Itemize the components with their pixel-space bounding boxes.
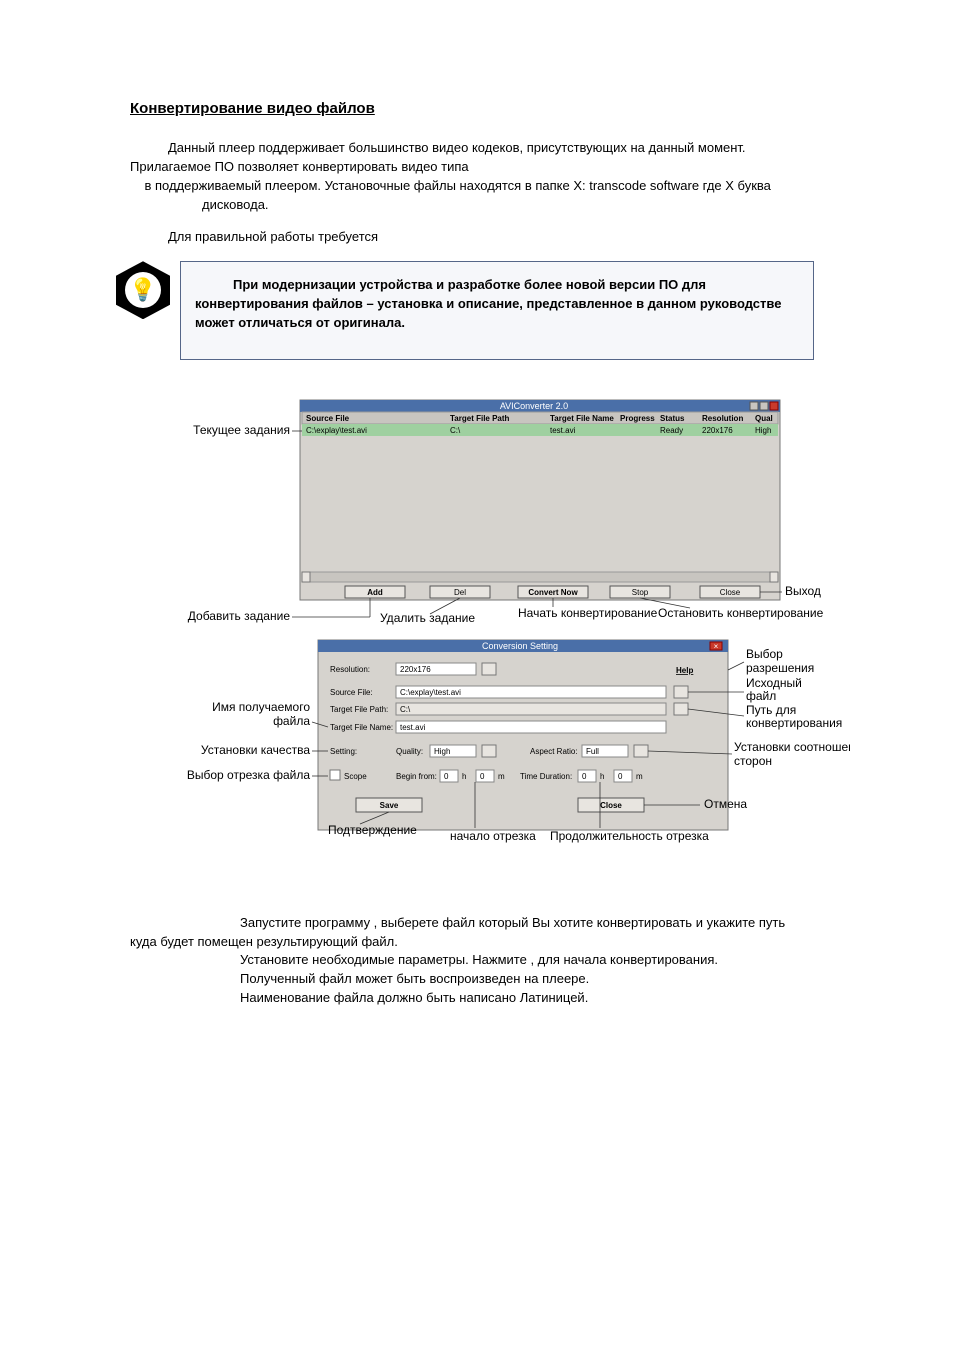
svg-text:Conversion Setting: Conversion Setting <box>482 641 558 651</box>
svg-text:C:\: C:\ <box>450 426 461 435</box>
p1-line1: Данный плеер поддерживает большинство ви… <box>130 139 814 177</box>
label-duration: Продолжительность отрезка <box>550 829 709 843</box>
begin-m-input[interactable] <box>476 770 494 782</box>
svg-text:Status: Status <box>660 414 685 423</box>
page-title: Конвертирование видео файлов <box>130 100 814 117</box>
label-aspect: Установки соотношения <box>734 740 850 754</box>
svg-text:Scope: Scope <box>344 772 367 781</box>
begin-h-input[interactable] <box>440 770 458 782</box>
svg-text:0: 0 <box>618 772 623 781</box>
label-exit: Выход <box>785 584 821 598</box>
svg-text:Qual: Qual <box>755 414 773 423</box>
svg-text:Del: Del <box>454 588 466 597</box>
label-name: Имя получаемого <box>212 700 310 714</box>
svg-text:Setting:: Setting: <box>330 747 357 756</box>
svg-text:Close: Close <box>720 588 741 597</box>
svg-text:Target File Name:: Target File Name: <box>330 723 393 732</box>
close-setting-button[interactable]: Close <box>578 798 644 812</box>
svg-text:Convert Now: Convert Now <box>528 588 578 597</box>
svg-text:C:\explay\test.avi: C:\explay\test.avi <box>400 688 461 697</box>
svg-text:Time Duration:: Time Duration: <box>520 772 572 781</box>
label-target: Путь для <box>746 703 796 717</box>
paragraph-3: Запустите программу , выберете файл кото… <box>130 914 814 1008</box>
stop-button[interactable]: Stop <box>610 586 670 598</box>
svg-text:test.avi: test.avi <box>400 723 426 732</box>
dur-m-input[interactable] <box>614 770 632 782</box>
svg-text:Source File: Source File <box>306 414 350 423</box>
svg-text:Close: Close <box>600 801 622 810</box>
svg-text:Target File Name: Target File Name <box>550 414 614 423</box>
label-scope: Выбор отрезка файла <box>187 768 310 782</box>
warning-icon: 💡 <box>116 261 170 319</box>
target-path-input[interactable] <box>396 703 666 715</box>
svg-text:Full: Full <box>586 747 599 756</box>
label-resolution: Выбор <box>746 647 783 661</box>
svg-text:test.avi: test.avi <box>550 426 576 435</box>
svg-text:Source File:: Source File: <box>330 688 373 697</box>
label-cancel: Отмена <box>704 797 747 811</box>
info-callout: 💡 При модернизации устройства и разработ… <box>116 261 814 360</box>
svg-text:Save: Save <box>380 801 399 810</box>
svg-text:AVIConverter 2.0: AVIConverter 2.0 <box>500 401 568 411</box>
dur-h-input[interactable] <box>578 770 596 782</box>
svg-text:220x176: 220x176 <box>702 426 733 435</box>
svg-text:Target File Path: Target File Path <box>450 414 510 423</box>
target-name-input[interactable] <box>396 721 666 733</box>
browse-source-button[interactable] <box>674 686 688 698</box>
svg-text:High: High <box>434 747 450 756</box>
paragraph-1: Данный плеер поддерживает большинство ви… <box>130 139 814 214</box>
close-button[interactable]: Close <box>700 586 760 598</box>
svg-text:Stop: Stop <box>632 588 649 597</box>
svg-text:h: h <box>600 772 604 781</box>
svg-text:m: m <box>498 772 505 781</box>
label-del: Удалить задание <box>380 611 475 625</box>
svg-text:0: 0 <box>444 772 449 781</box>
svg-text:файл: файл <box>746 689 776 703</box>
svg-text:h: h <box>462 772 466 781</box>
svg-text:Resolution: Resolution <box>702 414 743 423</box>
label-begin: начало отрезка <box>450 829 536 843</box>
window-conversion-setting: Conversion Setting × Resolution: 220x176… <box>318 640 728 830</box>
svg-text:Add: Add <box>367 588 383 597</box>
del-button[interactable]: Del <box>430 586 490 598</box>
paragraph-2: Для правильной работы требуется <box>130 228 814 247</box>
help-link[interactable]: Help <box>676 666 693 675</box>
svg-text:220x176: 220x176 <box>400 665 431 674</box>
label-add: Добавить задание <box>188 609 291 623</box>
svg-text:Progress: Progress <box>620 414 655 423</box>
svg-text:High: High <box>755 426 771 435</box>
add-button[interactable]: Add <box>345 586 405 598</box>
svg-text:Resolution:: Resolution: <box>330 665 370 674</box>
convert-button[interactable]: Convert Now <box>518 586 588 598</box>
label-tasklist: Текущее задания <box>193 423 290 437</box>
svg-text:×: × <box>714 642 719 651</box>
svg-text:m: m <box>636 772 643 781</box>
svg-text:C:\: C:\ <box>400 705 411 714</box>
svg-text:0: 0 <box>582 772 587 781</box>
svg-text:Begin from:: Begin from: <box>396 772 437 781</box>
screenshot-diagram: AVIConverter 2.0 Source File Target File… <box>130 394 814 884</box>
label-stop: Остановить конвертирование <box>658 606 824 620</box>
scope-checkbox[interactable] <box>330 770 340 780</box>
info-text: При модернизации устройства и разработке… <box>180 261 814 360</box>
svg-text:разрешения: разрешения <box>746 661 814 675</box>
svg-text:Ready: Ready <box>660 426 683 435</box>
svg-text:Quality:: Quality: <box>396 747 423 756</box>
svg-text:файла: файла <box>273 714 310 728</box>
label-quality: Установки качества <box>201 743 310 757</box>
svg-text:0: 0 <box>480 772 485 781</box>
save-button[interactable]: Save <box>356 798 422 812</box>
window-aviconverter: AVIConverter 2.0 Source File Target File… <box>300 400 780 600</box>
svg-text:Target File Path:: Target File Path: <box>330 705 388 714</box>
label-confirm: Подтверждение <box>328 823 417 837</box>
browse-target-button[interactable] <box>674 703 688 715</box>
p1-line2: ....в поддерживаемый плеером. Установочн… <box>130 177 814 215</box>
label-start: Начать конвертирование <box>518 606 658 620</box>
svg-text:Aspect Ratio:: Aspect Ratio: <box>530 747 578 756</box>
svg-text:C:\explay\test.avi: C:\explay\test.avi <box>306 426 367 435</box>
label-source: Исходный <box>746 676 802 690</box>
svg-text:сторон: сторон <box>734 754 772 768</box>
svg-text:конвертирования: конвертирования <box>746 716 842 730</box>
